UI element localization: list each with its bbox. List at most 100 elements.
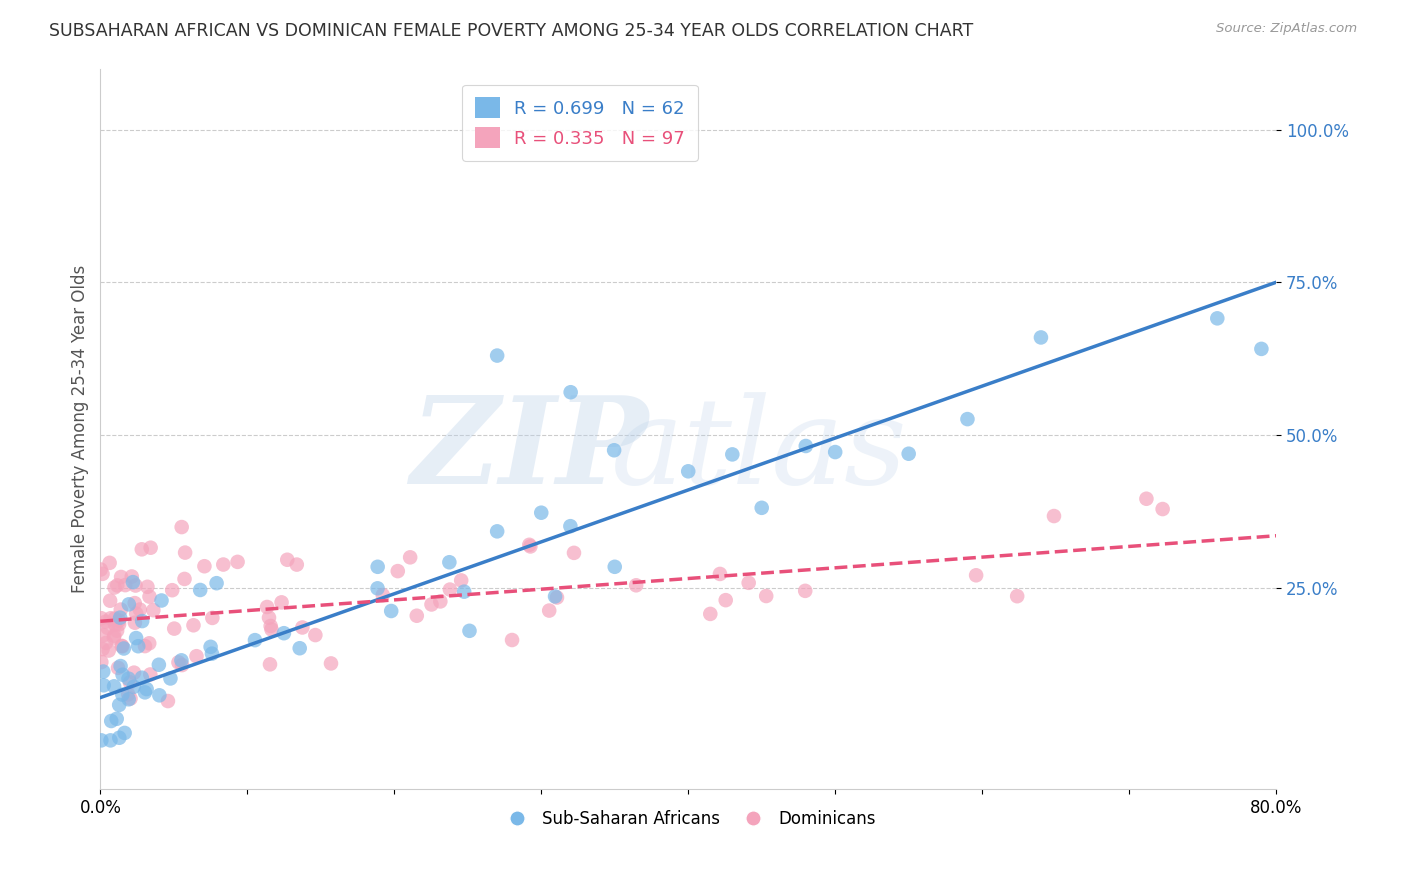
Point <box>112 641 135 656</box>
Point <box>104 611 127 625</box>
Point <box>98 556 121 570</box>
Point <box>100 714 122 728</box>
Point <box>167 656 190 670</box>
Point <box>148 657 170 672</box>
Point <box>260 623 283 637</box>
Point <box>118 598 141 612</box>
Point <box>186 649 208 664</box>
Point <box>538 603 561 617</box>
Point <box>1043 509 1066 524</box>
Point <box>105 712 128 726</box>
Point <box>108 731 131 745</box>
Point <box>148 689 170 703</box>
Point <box>163 622 186 636</box>
Point <box>118 675 141 690</box>
Point <box>257 610 280 624</box>
Point <box>118 692 141 706</box>
Point <box>108 698 131 712</box>
Point <box>956 412 979 426</box>
Point <box>544 590 567 604</box>
Point <box>319 657 342 671</box>
Point <box>105 578 128 592</box>
Point <box>91 566 114 581</box>
Point <box>737 575 759 590</box>
Point <box>546 591 568 605</box>
Point <box>93 678 115 692</box>
Point <box>108 610 131 624</box>
Point <box>1206 311 1229 326</box>
Point <box>458 624 481 638</box>
Point <box>107 661 129 675</box>
Point <box>97 643 120 657</box>
Point <box>134 639 156 653</box>
Point <box>111 640 134 654</box>
Point <box>124 615 146 630</box>
Point <box>122 680 145 694</box>
Point <box>105 624 128 638</box>
Point <box>259 657 281 672</box>
Point <box>699 607 721 621</box>
Point <box>1029 330 1052 344</box>
Point <box>91 665 114 679</box>
Point <box>824 445 846 459</box>
Text: atlas: atlas <box>610 392 907 509</box>
Point <box>131 614 153 628</box>
Point <box>131 542 153 557</box>
Point <box>108 617 131 632</box>
Point <box>486 524 509 539</box>
Point <box>387 564 409 578</box>
Point <box>1005 589 1028 603</box>
Point <box>94 615 117 629</box>
Point <box>965 568 987 582</box>
Point <box>709 566 731 581</box>
Point <box>1135 491 1157 506</box>
Point <box>110 570 132 584</box>
Point <box>276 553 298 567</box>
Point <box>291 620 314 634</box>
Text: SUBSAHARAN AFRICAN VS DOMINICAN FEMALE POVERTY AMONG 25-34 YEAR OLDS CORRELATION: SUBSAHARAN AFRICAN VS DOMINICAN FEMALE P… <box>49 22 973 40</box>
Point <box>90 611 112 625</box>
Point <box>367 559 389 574</box>
Y-axis label: Female Poverty Among 25-34 Year Olds: Female Poverty Among 25-34 Year Olds <box>72 265 89 593</box>
Point <box>134 685 156 699</box>
Point <box>103 581 125 595</box>
Point <box>380 604 402 618</box>
Point <box>128 602 150 616</box>
Point <box>111 688 134 702</box>
Point <box>501 633 523 648</box>
Point <box>174 545 197 559</box>
Point <box>517 538 540 552</box>
Point <box>226 555 249 569</box>
Point <box>560 519 582 533</box>
Point <box>103 629 125 643</box>
Point <box>270 595 292 609</box>
Point <box>139 667 162 681</box>
Text: ZIP: ZIP <box>411 392 648 509</box>
Point <box>367 582 389 596</box>
Point <box>170 658 193 673</box>
Point <box>453 584 475 599</box>
Point <box>603 559 626 574</box>
Point <box>751 500 773 515</box>
Point <box>201 647 224 661</box>
Point <box>104 617 127 632</box>
Point <box>136 580 159 594</box>
Legend: Sub-Saharan Africans, Dominicans: Sub-Saharan Africans, Dominicans <box>494 804 883 835</box>
Point <box>159 672 181 686</box>
Point <box>100 611 122 625</box>
Point <box>111 667 134 681</box>
Point <box>100 733 122 747</box>
Point <box>200 640 222 654</box>
Point <box>139 541 162 555</box>
Point <box>486 349 509 363</box>
Point <box>562 546 585 560</box>
Point <box>371 588 394 602</box>
Point <box>420 598 443 612</box>
Point <box>603 443 626 458</box>
Point <box>110 602 132 616</box>
Point <box>160 583 183 598</box>
Point <box>304 628 326 642</box>
Point <box>212 558 235 572</box>
Point <box>450 574 472 588</box>
Point <box>114 578 136 592</box>
